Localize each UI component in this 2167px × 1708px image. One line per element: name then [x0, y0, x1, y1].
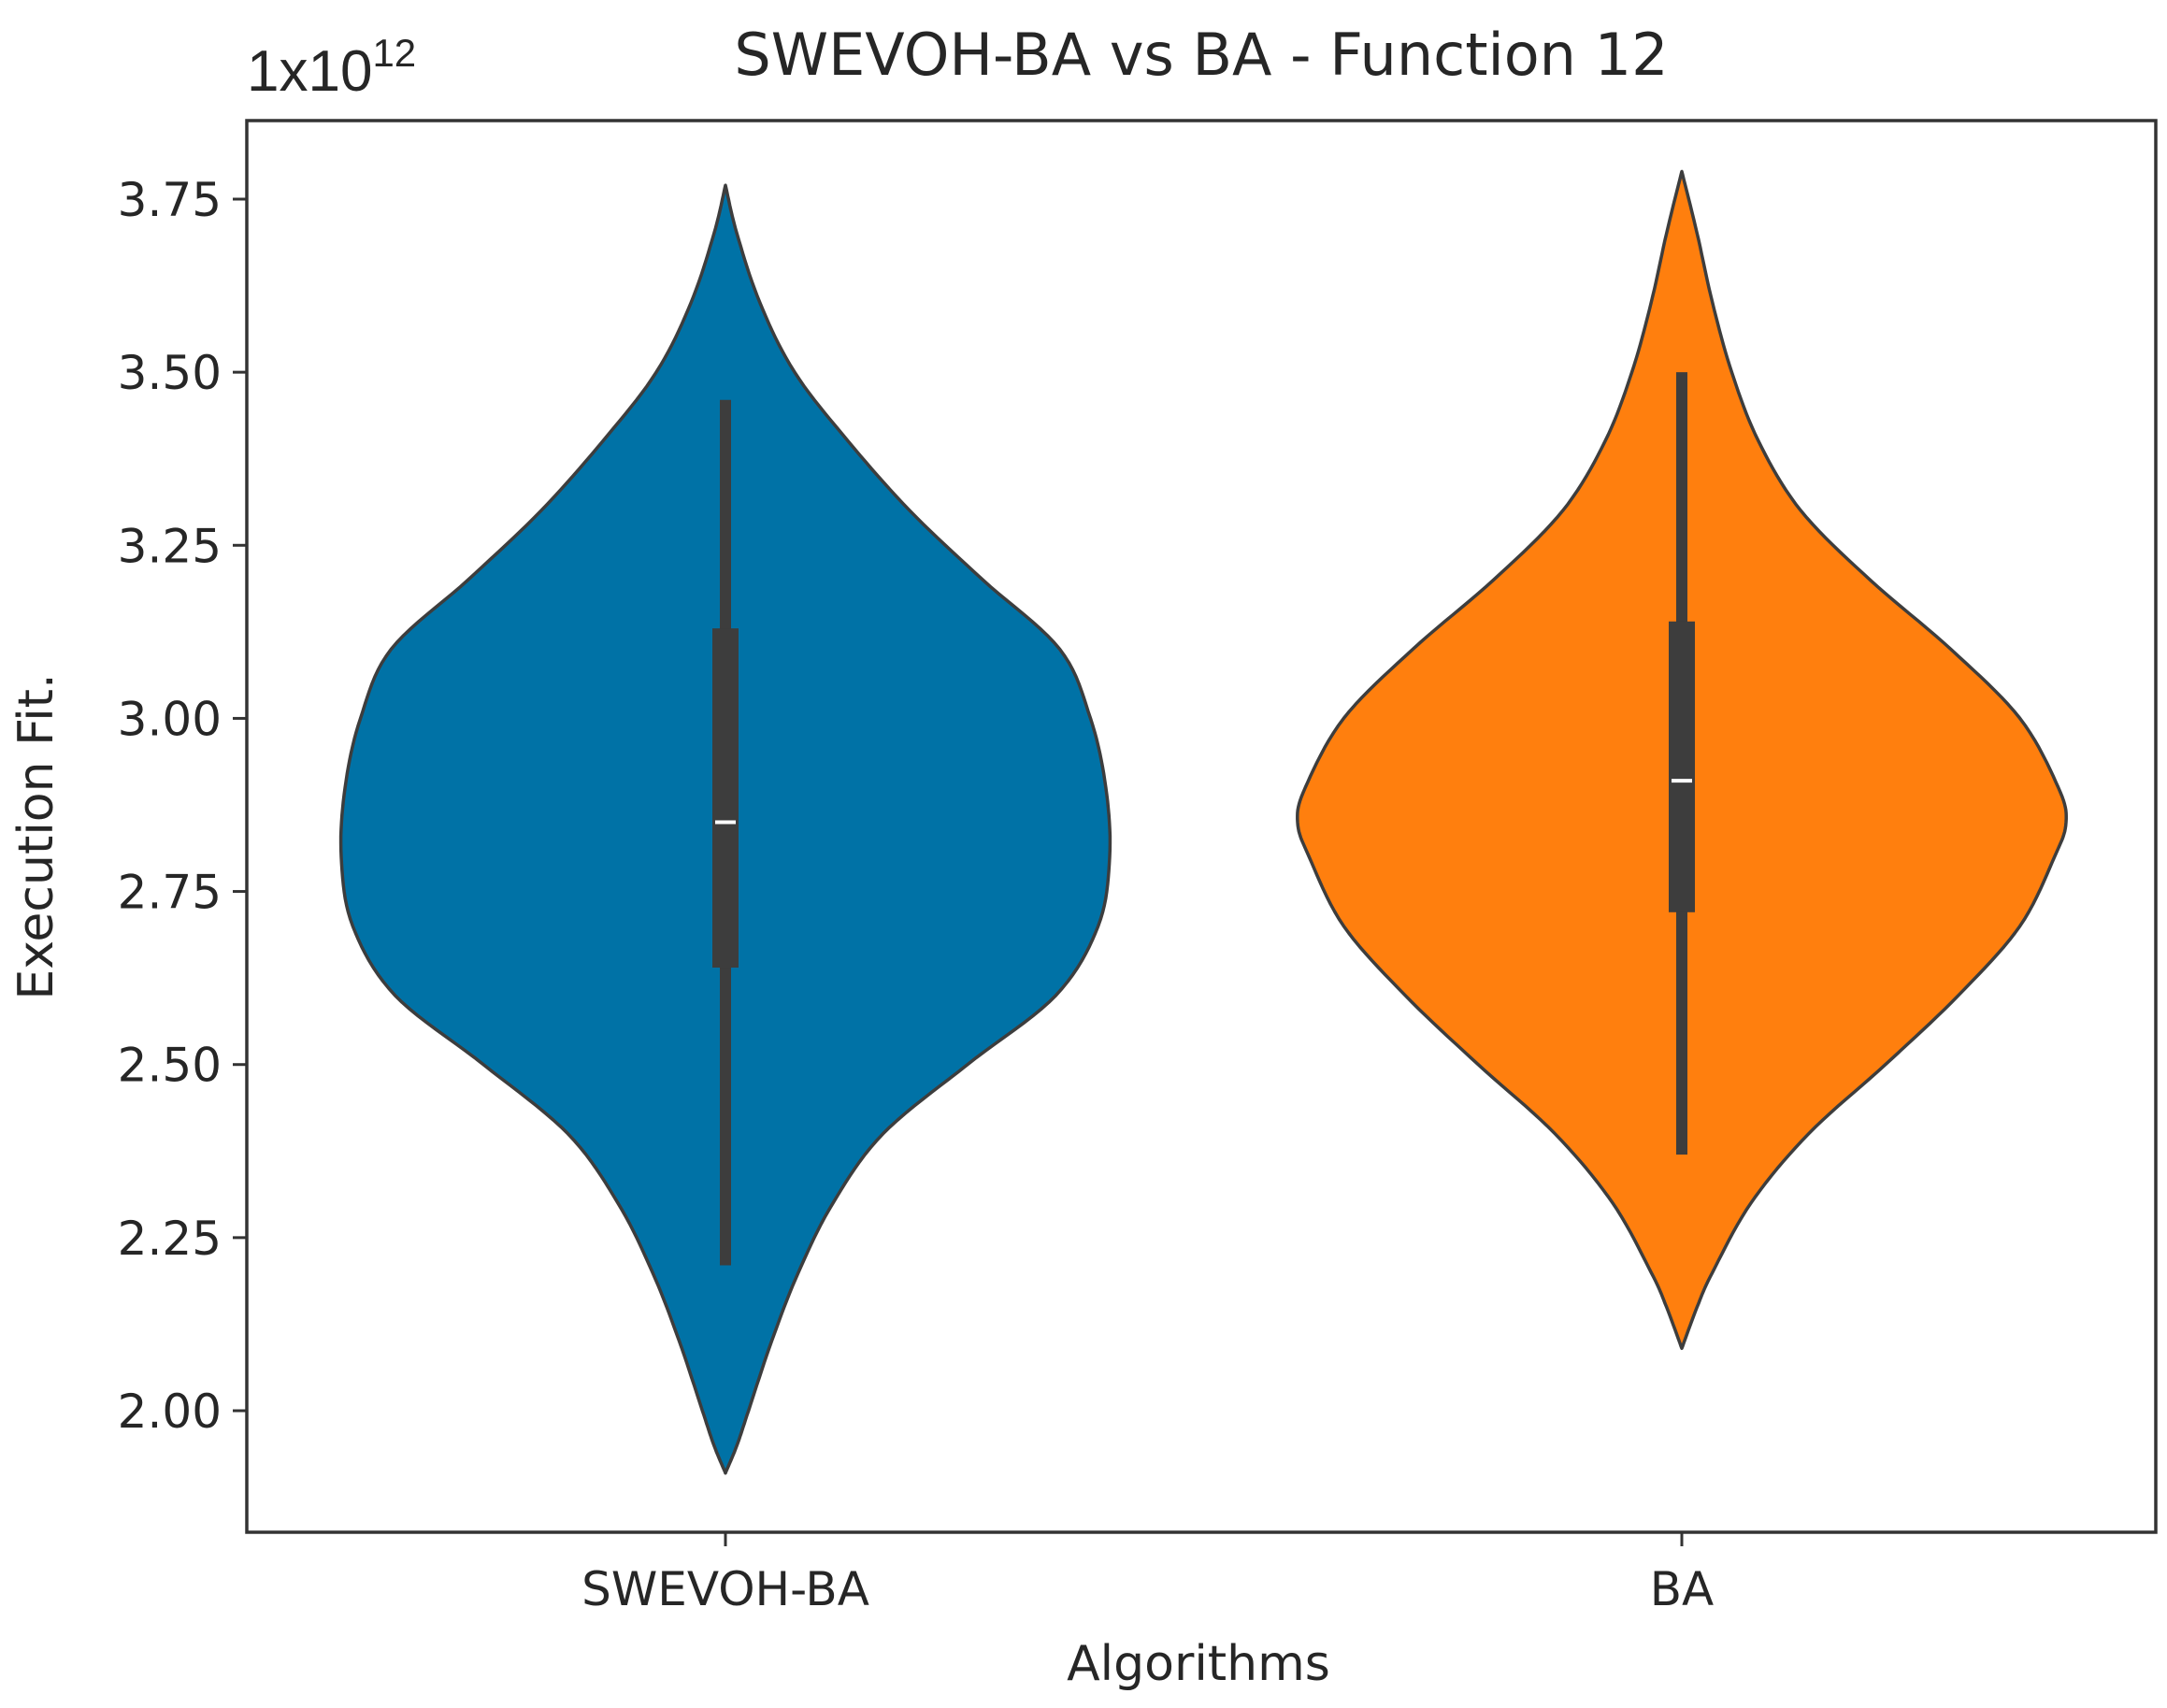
y-tick-label: 3.50	[118, 346, 222, 400]
y-axis: 2.00 2.25 2.50 2.75 3.00 3.25 3.50 3.75	[118, 173, 247, 1439]
x-tick-label-swevoh-ba: SWEVOH-BA	[581, 1562, 869, 1616]
y-axis-label: Execution Fit.	[8, 673, 65, 999]
iqr-box-swevoh-ba	[712, 628, 739, 969]
y-tick-label: 3.25	[118, 519, 222, 573]
y-axis-offset-exponent: 12	[372, 31, 416, 75]
y-tick-label: 2.50	[118, 1039, 222, 1093]
y-axis-offset-base: 1x10	[247, 39, 372, 104]
y-tick-label: 3.00	[118, 692, 222, 746]
y-axis-offset-label: 1x1012	[247, 31, 416, 104]
boxes-layer	[712, 372, 1695, 1266]
iqr-box-ba	[1669, 621, 1695, 912]
x-axis: SWEVOH-BA BA	[581, 1532, 1714, 1616]
y-tick-label: 2.00	[118, 1385, 222, 1439]
y-tick-label: 2.75	[118, 866, 222, 920]
x-tick-label-ba: BA	[1650, 1562, 1715, 1616]
y-tick-label: 3.75	[118, 173, 222, 227]
y-tick-label: 2.25	[118, 1212, 222, 1266]
plot-area-frame	[245, 119, 2158, 1534]
chart-title: SWEVOH-BA vs BA - Function 12	[734, 21, 1668, 89]
x-axis-label: Algorithms	[1067, 1636, 1330, 1692]
